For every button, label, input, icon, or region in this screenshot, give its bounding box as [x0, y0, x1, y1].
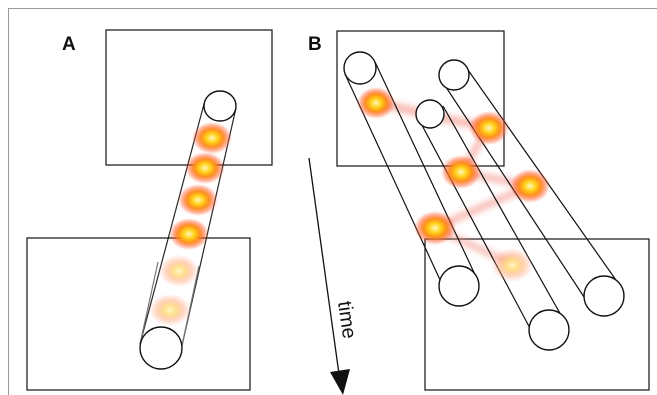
- time-arrow-shaft: [308, 157, 340, 375]
- down-arrow-icon: [330, 369, 350, 395]
- panel-a-tube: [139, 90, 237, 370]
- panel-b-particles: [357, 87, 550, 282]
- panel-a-particle: [149, 294, 191, 326]
- panel-a-top-box: [105, 29, 273, 166]
- panel-b-particle: [441, 155, 481, 189]
- figure-left-border: [8, 8, 9, 395]
- panel-b-particle: [510, 169, 550, 203]
- panel-a-tube-bottom-cap: [139, 326, 183, 370]
- panel-b-bottom-box: [424, 238, 650, 391]
- panel-b-tube-2-top-cap: [415, 99, 445, 129]
- panel-b-particle: [491, 248, 533, 282]
- panel-b-tube-1-bottom-cap: [438, 265, 480, 307]
- panel-b-top-box: [336, 30, 505, 167]
- panel-b-particle: [357, 87, 395, 119]
- panel-b-tube-2: [415, 99, 570, 351]
- panel-a-particle: [169, 218, 209, 250]
- panel-b-label: B: [308, 34, 322, 55]
- panel-a-bottom-box: [26, 237, 251, 391]
- panel-a-label: A: [62, 34, 76, 55]
- panel-b-particle: [414, 211, 456, 245]
- panel-b: [336, 30, 650, 391]
- panel-b-tube-3-top-cap: [438, 59, 470, 91]
- panel-b-tube-2-bottom-cap: [528, 309, 570, 351]
- panel-a-particle: [192, 122, 232, 154]
- panel-a-tube-top-cap: [203, 90, 237, 122]
- panel-b-tube-1-top-cap: [343, 51, 377, 85]
- time-arrow-label: time: [333, 300, 360, 340]
- panel-a-particles: [149, 122, 232, 326]
- panel-b-tube-3-bottom-cap: [583, 275, 625, 317]
- panel-a-particle: [185, 152, 225, 184]
- panel-a-particle: [159, 255, 199, 287]
- figure-top-border: [8, 8, 657, 9]
- panel-a: [26, 29, 273, 391]
- panel-b-particle: [469, 111, 509, 145]
- time-arrow: time: [308, 157, 360, 395]
- panel-a-particle: [178, 184, 218, 216]
